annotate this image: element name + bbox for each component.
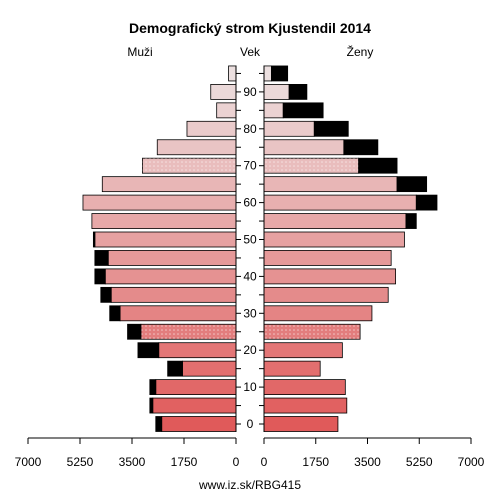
male-bar-75-79 (156, 139, 237, 156)
female-excess-55-59 (405, 213, 417, 229)
left-series-label: Muži (127, 45, 152, 59)
male-bar-5-9 (152, 397, 237, 414)
x-tick-label-right: 7000 (458, 455, 485, 469)
age-tick-label: 10 (243, 380, 257, 394)
age-tick-label: 90 (243, 85, 257, 99)
male-bar-30-34 (119, 305, 237, 322)
female-excess-90-94 (288, 84, 308, 100)
age-tick-label: 0 (247, 417, 254, 431)
female-bar-40-44 (263, 268, 396, 285)
female-bar-95+ (263, 65, 272, 82)
male-bar-45-49 (107, 250, 237, 266)
female-bar-65-69 (263, 176, 398, 193)
age-tick-label: 50 (243, 233, 257, 247)
female-bar-10-14 (263, 379, 346, 396)
female-bar-35-39 (263, 286, 389, 303)
male-bar-pattern-70-74 (142, 158, 236, 174)
x-tick-label-left: 3500 (119, 455, 146, 469)
male-bar-65-69 (101, 176, 237, 193)
female-bar-30-34 (263, 305, 373, 322)
male-bar-40-44 (104, 268, 237, 285)
male-bar-35-39 (110, 286, 237, 303)
male-bar-55-59 (91, 213, 237, 229)
female-bar-20-24 (263, 342, 343, 359)
right-series-label: Ženy (347, 44, 374, 59)
male-excess-0-4 (155, 416, 163, 432)
female-excess-65-69 (396, 176, 428, 193)
male-bar-60-64 (82, 194, 237, 211)
female-bar-pattern-25-29 (264, 324, 361, 340)
male-bar-90-94 (210, 84, 237, 100)
male-excess-15-19 (167, 360, 183, 377)
female-excess-80-84 (313, 120, 349, 137)
x-tick-label-right: 1750 (302, 455, 329, 469)
female-bar-50-54 (263, 231, 405, 248)
age-tick-label: 80 (243, 122, 257, 136)
age-tick-label: 70 (243, 159, 257, 173)
female-bar-55-59 (263, 213, 407, 229)
female-bar-0-4 (263, 416, 339, 432)
male-excess-30-34 (109, 305, 121, 322)
footer-source: www.iz.sk/RBG415 (198, 478, 301, 492)
chart-title: Demografický strom Kjustendil 2014 (129, 20, 371, 36)
female-bar-80-84 (263, 120, 315, 137)
age-tick-label: 30 (243, 306, 257, 320)
female-excess-95+ (270, 65, 289, 82)
female-excess-60-64 (415, 194, 438, 211)
x-tick-label-left: 7000 (15, 455, 42, 469)
female-bar-85-89 (263, 102, 284, 119)
age-tick-label: 20 (243, 343, 257, 357)
male-excess-25-29 (127, 323, 142, 340)
female-bar-45-49 (263, 250, 392, 266)
male-excess-50-54 (92, 231, 96, 248)
male-bar-15-19 (182, 360, 237, 377)
female-bar-60-64 (263, 194, 417, 211)
male-bar-pattern-25-29 (140, 324, 236, 340)
axes: 0 10 20 30 40 50 60 70 80 90 7000 5250 3500 1750 0 0 175… (15, 65, 485, 469)
male-excess-10-14 (149, 379, 157, 396)
male-excess-45-49 (94, 250, 109, 266)
male-bar-80-84 (186, 120, 237, 137)
male-bar-85-89 (216, 102, 237, 119)
female-bar-5-9 (263, 397, 348, 414)
x-tick-label-right: 3500 (354, 455, 381, 469)
female-bar-pattern-70-74 (264, 158, 359, 174)
male-bar-50-54 (94, 231, 237, 248)
female-excess-70-74 (358, 157, 398, 174)
female-excess-75-79 (343, 139, 379, 156)
x-tick-label-right: 0 (261, 455, 268, 469)
male-bar-20-24 (158, 342, 237, 359)
female-bar-75-79 (263, 139, 345, 156)
x-tick-label-left: 0 (233, 455, 240, 469)
female-bars (263, 65, 438, 432)
male-bar-0-4 (161, 416, 237, 432)
x-tick-label-right: 5250 (406, 455, 433, 469)
age-tick-label: 40 (243, 269, 257, 283)
age-tick-label: 60 (243, 196, 257, 210)
male-bar-10-14 (155, 379, 237, 396)
male-excess-35-39 (100, 286, 112, 303)
male-bar-95+ (228, 65, 237, 82)
male-excess-20-24 (137, 342, 160, 359)
male-excess-5-9 (149, 397, 154, 414)
age-axis-label: Vek (240, 45, 261, 59)
x-tick-label-left: 1750 (171, 455, 198, 469)
male-excess-40-44 (94, 268, 106, 285)
female-bar-90-94 (263, 84, 290, 100)
female-excess-85-89 (282, 102, 324, 119)
male-bars (82, 65, 237, 432)
x-tick-label-left: 5250 (67, 455, 94, 469)
female-bar-15-19 (263, 360, 321, 377)
